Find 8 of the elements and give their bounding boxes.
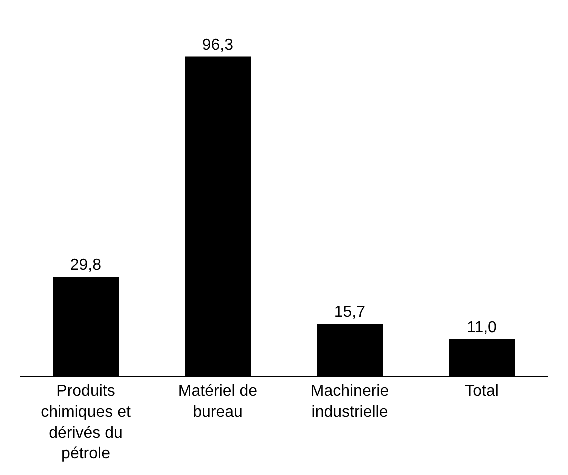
data-label: 29,8	[70, 257, 102, 274]
x-tick-label: Matériel de bureau	[178, 383, 258, 421]
data-label: 11,0	[466, 320, 498, 337]
x-tick-label: Machinerie industrielle	[310, 383, 390, 421]
x-tick-label: Total	[465, 383, 499, 400]
data-label: 96,3	[202, 36, 234, 54]
x-tick-label: Produits chimiques et dérivés du pétrole	[41, 383, 132, 463]
data-label: 15,7	[334, 304, 366, 321]
